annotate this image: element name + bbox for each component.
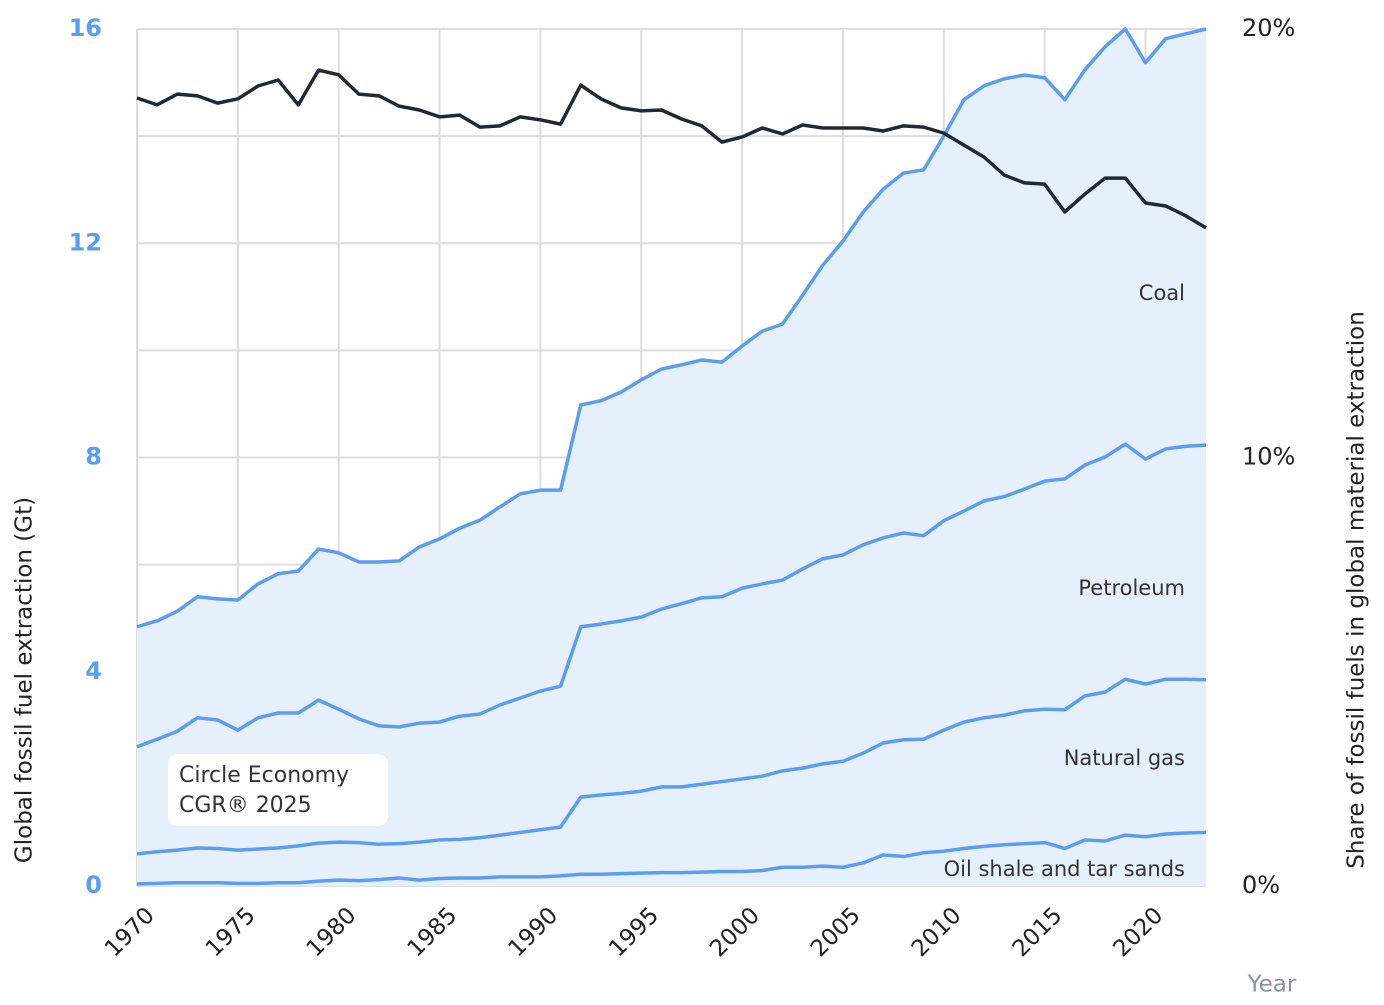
y-axis-title: Global fossil fuel extraction (Gt) — [12, 497, 38, 863]
y-tick-label: 4 — [85, 657, 102, 685]
y2-tick-label: 10% — [1242, 443, 1295, 471]
y-tick-label: 8 — [85, 443, 102, 471]
y2-axis-title: Share of fossil fuels in global material… — [1344, 311, 1370, 869]
annotation: Circle Economy — [179, 763, 349, 788]
y2-tick-label: 0% — [1242, 871, 1280, 899]
series-label: Oil shale and tar sands — [944, 857, 1185, 881]
y-tick-label: 16 — [69, 14, 102, 42]
share-line — [136, 68, 1207, 230]
series-line — [136, 830, 1207, 886]
annotation: CGR® 2025 — [179, 793, 312, 818]
x-axis-title: Year — [1247, 972, 1297, 998]
series-line — [136, 677, 1207, 856]
y-tick-label: 12 — [69, 228, 102, 256]
series-line — [136, 27, 1207, 629]
series-label: Petroleum — [1078, 576, 1185, 600]
y-tick-label: 0 — [85, 871, 102, 899]
series-label: Coal — [1139, 281, 1185, 305]
series-label: Natural gas — [1064, 746, 1185, 770]
series-line — [136, 442, 1207, 749]
area-fill — [137, 29, 1206, 886]
y2-tick-label: 20% — [1242, 14, 1295, 42]
annotation-box — [168, 754, 388, 826]
